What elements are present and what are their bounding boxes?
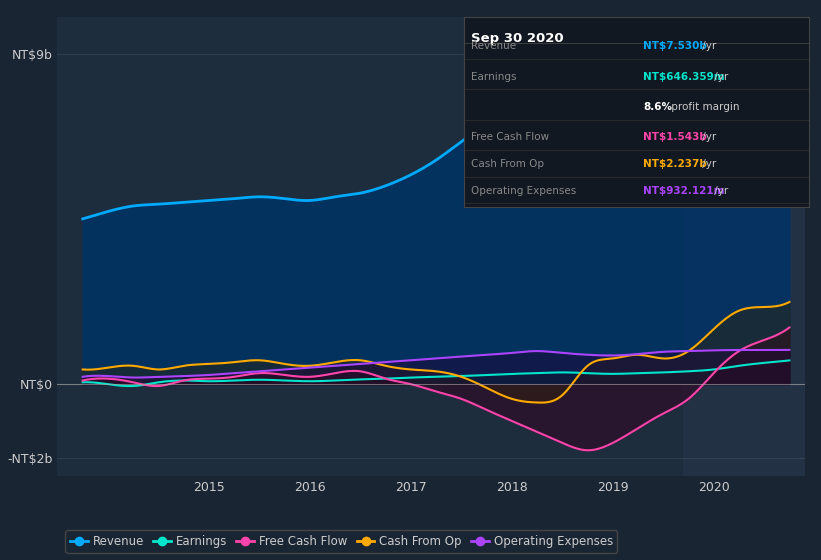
Text: Revenue: Revenue bbox=[470, 41, 516, 51]
Legend: Revenue, Earnings, Free Cash Flow, Cash From Op, Operating Expenses: Revenue, Earnings, Free Cash Flow, Cash … bbox=[65, 530, 617, 553]
Text: Free Cash Flow: Free Cash Flow bbox=[470, 133, 549, 142]
Text: NT$2.237b: NT$2.237b bbox=[643, 159, 707, 169]
Text: /yr: /yr bbox=[699, 159, 716, 169]
Text: NT$932.121m: NT$932.121m bbox=[643, 186, 725, 196]
Text: profit margin: profit margin bbox=[668, 102, 740, 112]
Text: Earnings: Earnings bbox=[470, 72, 516, 82]
Text: Operating Expenses: Operating Expenses bbox=[470, 186, 576, 196]
Text: 8.6%: 8.6% bbox=[643, 102, 672, 112]
Text: NT$646.359m: NT$646.359m bbox=[643, 72, 725, 82]
Text: Cash From Op: Cash From Op bbox=[470, 159, 544, 169]
Bar bbox=[683, 17, 821, 476]
Text: Sep 30 2020: Sep 30 2020 bbox=[470, 32, 563, 45]
Text: /yr: /yr bbox=[699, 41, 716, 51]
Text: /yr: /yr bbox=[712, 72, 729, 82]
Text: NT$7.530b: NT$7.530b bbox=[643, 41, 707, 51]
Text: /yr: /yr bbox=[699, 133, 716, 142]
Text: NT$1.543b: NT$1.543b bbox=[643, 133, 707, 142]
Text: /yr: /yr bbox=[712, 186, 729, 196]
